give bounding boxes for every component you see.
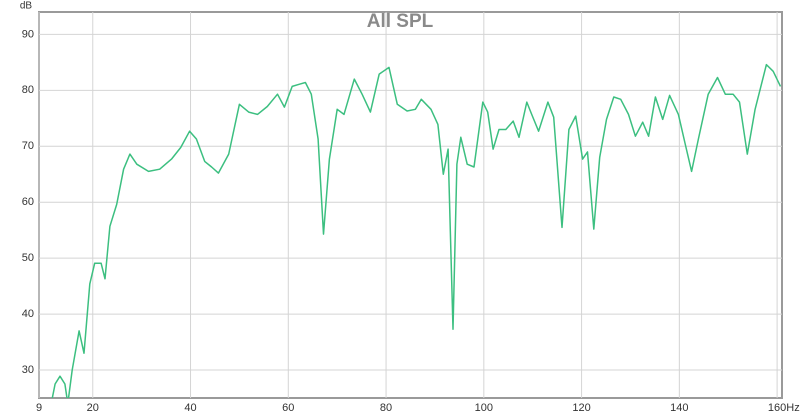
y-axis-label: dB (20, 1, 33, 12)
plot-area (38, 11, 783, 399)
x-axis-label: Hz (786, 402, 799, 414)
x-tick-label: 60 (282, 402, 294, 414)
x-tick-label: 40 (184, 402, 196, 414)
x-tick-label: 20 (87, 402, 99, 414)
y-tick-label: 80 (22, 84, 34, 96)
x-tick-label: 9 (36, 402, 42, 414)
x-tick-label: 140 (670, 402, 688, 414)
x-tick-label: 120 (572, 402, 590, 414)
x-tick-label: 80 (380, 402, 392, 414)
y-tick-label: 90 (22, 28, 34, 40)
y-tick-label: 40 (22, 308, 34, 320)
y-tick-label: 70 (22, 140, 34, 152)
y-tick-label: 30 (22, 364, 34, 376)
x-tick-label: 160 (768, 402, 786, 414)
y-tick-label: 60 (22, 196, 34, 208)
y-tick-label: 50 (22, 252, 34, 264)
data-line (51, 63, 782, 398)
chart-title: All SPL (367, 11, 434, 32)
x-tick-label: 100 (475, 402, 493, 414)
